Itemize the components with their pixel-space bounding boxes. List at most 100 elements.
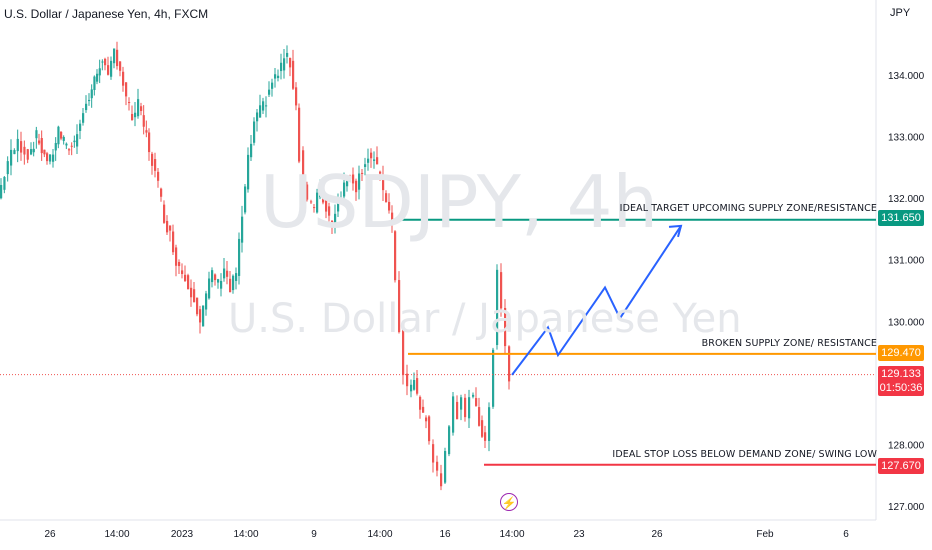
- candle-body: [385, 193, 388, 203]
- candle-body: [57, 126, 60, 145]
- y-tick-label: 131.000: [888, 256, 925, 267]
- candle-body: [49, 154, 52, 162]
- candle-body: [6, 161, 9, 175]
- candle-body: [73, 140, 76, 143]
- watermark-name: U.S. Dollar / Japanese Yen: [228, 296, 742, 342]
- x-tick-label: 14:00: [104, 529, 129, 540]
- candle-body: [504, 307, 507, 347]
- candle-body: [262, 101, 265, 111]
- candle-body: [370, 152, 373, 159]
- candle-body: [235, 273, 238, 281]
- candle-body: [193, 289, 196, 303]
- candle-body: [464, 397, 467, 418]
- target-price-badge: 131.650: [878, 210, 924, 226]
- candle-body: [190, 287, 193, 298]
- candle-body: [492, 349, 495, 407]
- candle-body: [211, 270, 214, 283]
- stop-zone-label: IDEAL STOP LOSS BELOW DEMAND ZONE/ SWING…: [612, 449, 877, 460]
- candle-body: [316, 192, 319, 213]
- y-tick-label: 130.000: [888, 317, 925, 328]
- candle-body: [349, 175, 352, 179]
- candle-body: [488, 407, 491, 441]
- candle-body: [90, 89, 93, 99]
- candle-body: [32, 148, 35, 153]
- candle-body: [352, 174, 355, 184]
- candle-body: [475, 398, 478, 406]
- candle-body: [468, 397, 471, 419]
- projection-arrowhead: [668, 224, 683, 238]
- candle-body: [20, 141, 23, 153]
- candle-body: [223, 268, 226, 279]
- current-price-value: 129.133: [881, 368, 921, 380]
- price-axis-currency: JPY: [890, 7, 911, 19]
- candle-body: [60, 131, 63, 139]
- candle-body: [238, 238, 241, 276]
- candle-body: [406, 373, 409, 387]
- candle-body: [151, 153, 154, 166]
- candle-body: [364, 164, 367, 167]
- projection-path: [511, 225, 682, 376]
- candle-body: [166, 220, 169, 233]
- candle-body: [96, 73, 99, 82]
- candle-body: [175, 247, 178, 266]
- candle-body: [337, 198, 340, 212]
- candle-body: [328, 206, 331, 216]
- candle-body: [331, 220, 334, 228]
- x-tick-label: 6: [843, 529, 849, 540]
- candle-body: [181, 270, 184, 274]
- current-price-badge: 129.133 01:50:36: [878, 366, 924, 396]
- candle-body: [376, 157, 379, 165]
- candle-body: [82, 113, 85, 123]
- candle-body: [54, 142, 57, 151]
- x-tick-label: 2023: [171, 529, 194, 540]
- candle-body: [382, 176, 385, 191]
- candle-body: [116, 49, 119, 67]
- candle-body: [70, 145, 73, 147]
- candle-body: [52, 154, 55, 162]
- candle-body: [43, 149, 46, 155]
- x-tick-label: Feb: [756, 529, 774, 540]
- candle-body: [391, 212, 394, 223]
- y-tick-label: 133.000: [888, 133, 925, 144]
- candle-body: [178, 261, 181, 267]
- bar-countdown: 01:50:36: [879, 382, 923, 394]
- x-tick-label: 26: [651, 529, 663, 540]
- candle-body: [220, 280, 223, 289]
- candle-body: [358, 173, 361, 190]
- candle-body: [436, 461, 439, 471]
- candle-body: [398, 280, 401, 333]
- candle-body: [334, 213, 337, 223]
- candle-body: [79, 123, 82, 131]
- candle-body: [277, 75, 280, 79]
- x-tick-label: 23: [573, 529, 585, 540]
- candle-body: [208, 278, 211, 299]
- candle-body: [416, 378, 419, 394]
- candle-body: [68, 149, 71, 151]
- candle-body: [241, 216, 244, 243]
- candle-body: [388, 201, 391, 211]
- broken-zone-label: BROKEN SUPPLY ZONE/ RESISTANCE: [701, 338, 877, 349]
- candle-body: [481, 420, 484, 437]
- candle-body: [196, 297, 199, 315]
- candle-body: [478, 407, 481, 426]
- candle-body: [160, 188, 163, 197]
- chart-title: U.S. Dollar / Japanese Yen, 4h, FXCM: [4, 7, 209, 21]
- candle-body: [205, 293, 208, 310]
- candle-body: [313, 207, 316, 209]
- candle-body: [93, 76, 96, 90]
- candle-body: [292, 60, 295, 89]
- candle-body: [184, 274, 187, 281]
- candle-body: [325, 199, 328, 212]
- candle-body: [280, 62, 283, 72]
- lightning-icon[interactable]: ⚡: [500, 493, 518, 511]
- candle-body: [508, 346, 511, 382]
- candle-body: [322, 182, 325, 203]
- candle-body: [40, 138, 43, 154]
- candle-body: [172, 231, 175, 253]
- candle-body: [283, 58, 286, 71]
- candle-body: [265, 105, 268, 107]
- candle-body: [101, 61, 104, 63]
- candle-body: [250, 143, 253, 158]
- candle-body: [484, 432, 487, 441]
